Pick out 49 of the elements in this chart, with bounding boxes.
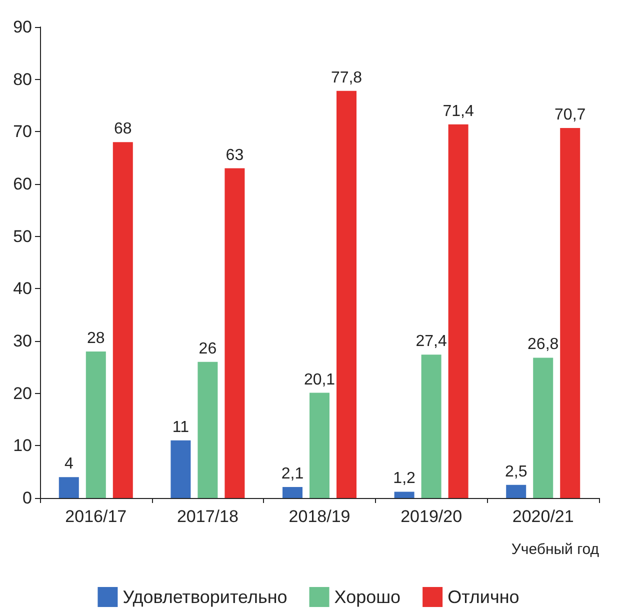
x-tick-label: 2017/18 — [176, 507, 238, 526]
bar — [506, 484, 526, 498]
y-tick-label: 80 — [13, 70, 32, 89]
data-label: 63 — [226, 146, 244, 164]
x-tick-label: 2016/17 — [65, 507, 127, 526]
data-label: 1,2 — [393, 470, 416, 488]
legend-label: Удовлетворительно — [122, 587, 288, 607]
data-label: 26,8 — [528, 336, 559, 354]
bar — [310, 392, 330, 498]
bar — [58, 477, 79, 498]
bar — [560, 128, 580, 498]
data-label: 4 — [64, 456, 74, 473]
y-tick-label: 30 — [13, 332, 32, 350]
legend-label: Отлично — [448, 587, 520, 607]
x-axis-title: Учебный год — [511, 541, 600, 558]
y-tick-label: 40 — [13, 279, 32, 298]
data-label: 70,7 — [554, 106, 586, 124]
data-label: 20,1 — [304, 371, 336, 388]
bar — [394, 492, 414, 498]
bar — [224, 168, 245, 498]
data-label: 28 — [87, 330, 105, 347]
x-tick-label: 2018/19 — [288, 507, 350, 526]
bar — [86, 351, 106, 498]
data-label: 71,4 — [442, 102, 474, 120]
x-tick-label: 2020/21 — [512, 507, 574, 526]
data-label: 11 — [172, 418, 190, 436]
y-tick-label: 90 — [13, 18, 32, 36]
legend-label: Хорошо — [334, 587, 401, 607]
y-tick-label: 70 — [13, 122, 32, 142]
bar — [421, 354, 442, 498]
bar — [112, 142, 133, 498]
data-label: 26 — [198, 340, 217, 358]
bar — [282, 487, 302, 498]
data-label: 68 — [114, 120, 132, 138]
data-label: 27,4 — [416, 333, 447, 350]
y-tick-label: 20 — [13, 384, 32, 403]
bar — [336, 90, 356, 498]
data-label: 2,5 — [504, 463, 528, 480]
bar — [448, 124, 468, 498]
y-tick-label: 50 — [13, 226, 32, 246]
y-tick-label: 0 — [22, 488, 32, 508]
data-label: 77,8 — [330, 69, 362, 86]
bar — [170, 440, 191, 498]
bar — [198, 362, 218, 498]
data-label: 2,1 — [281, 466, 304, 483]
y-tick-label: 10 — [13, 436, 32, 456]
x-tick-label: 2019/20 — [400, 507, 462, 526]
bar — [533, 358, 554, 498]
y-tick-label: 60 — [13, 174, 32, 194]
